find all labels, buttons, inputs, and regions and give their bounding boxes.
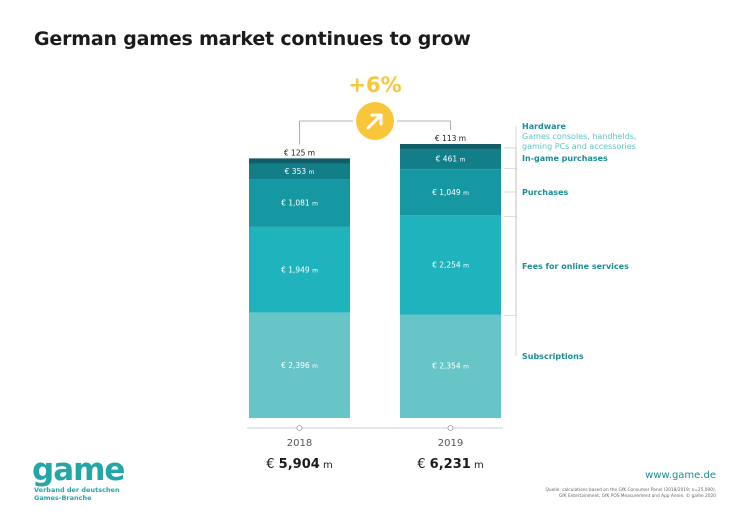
legend-item: Subscriptions	[522, 352, 584, 361]
bar-stack-2018: € 2,396 m € 1,949 m € 1,081 m € 353 m € 125 …	[249, 148, 350, 418]
axis-marker	[296, 425, 303, 431]
year-label: 2018	[287, 438, 312, 449]
growth-label: +6%	[348, 73, 401, 97]
legend-item: Hardware	[522, 122, 567, 131]
chart-title: German games market continues to grow	[34, 28, 471, 50]
bar-segment	[400, 169, 501, 216]
total-label: € 5,904 m	[266, 457, 332, 472]
data-label: € 2,354 m	[432, 362, 469, 371]
connector-line-2018	[299, 120, 353, 145]
bar-segment	[400, 148, 501, 170]
legend-item-subtitle: gaming PCs and accessories	[522, 142, 636, 151]
year-label: 2019	[438, 438, 463, 449]
data-label: € 1,081 m	[281, 199, 318, 208]
source-note-line1: Quelle: calculations based on the GfK Co…	[545, 488, 716, 493]
x-axis: 2018 € 5,904 m 2019 € 6,231 m	[247, 425, 503, 472]
bar-segment	[400, 144, 501, 149]
data-label: € 1,049 m	[432, 188, 469, 197]
website-link[interactable]: www.game.de	[645, 470, 716, 481]
data-label: € 461 m	[436, 155, 466, 164]
legend-leader-line	[504, 167, 517, 266]
arrow-up-right-icon	[366, 113, 383, 130]
bar-segment	[249, 312, 350, 418]
legend-item: Fees for online services	[522, 262, 629, 271]
total-label: € 6,231 m	[417, 457, 483, 472]
legend-leader-line	[504, 158, 517, 217]
bar-segment	[249, 226, 350, 313]
data-label: € 1,949 m	[281, 265, 318, 274]
bar-segment	[249, 179, 350, 227]
data-label: € 125 m	[284, 148, 315, 157]
legend-item-subtitle: Games consoles, handhelds,	[522, 132, 636, 141]
bar-segment	[400, 215, 501, 315]
bar-stack-2019: € 2,354 m € 2,254 m € 1,049 m € 461 m € 113 …	[400, 134, 501, 418]
axis-marker	[447, 425, 454, 431]
logo-subtitle-line1: Verband der deutschen	[34, 486, 120, 494]
bar-segment	[249, 163, 350, 180]
source-note-line2: GfK Entertainment, GfK POS Measurement a…	[558, 494, 716, 499]
legend-leader-line	[504, 126, 517, 316]
connector-line-2019	[397, 120, 451, 130]
data-label: € 353 m	[285, 167, 315, 176]
data-label: € 2,396 m	[281, 361, 318, 370]
legend-leader-line	[504, 147, 517, 356]
bar-segment	[249, 158, 350, 164]
legend-item: In-game purchases	[522, 154, 608, 163]
logo-subtitle-line2: Games-Branche	[34, 494, 92, 502]
data-label: € 2,254 m	[432, 260, 469, 269]
game-logo: game	[32, 452, 125, 488]
data-label: € 113 m	[435, 134, 466, 143]
bar-segment	[400, 314, 501, 418]
legend-item: Purchases	[522, 188, 569, 197]
bars-layer: € 2,396 m € 1,949 m € 1,081 m € 353 m € 125 …	[249, 134, 501, 418]
growth-indicator: +6%	[299, 73, 451, 145]
